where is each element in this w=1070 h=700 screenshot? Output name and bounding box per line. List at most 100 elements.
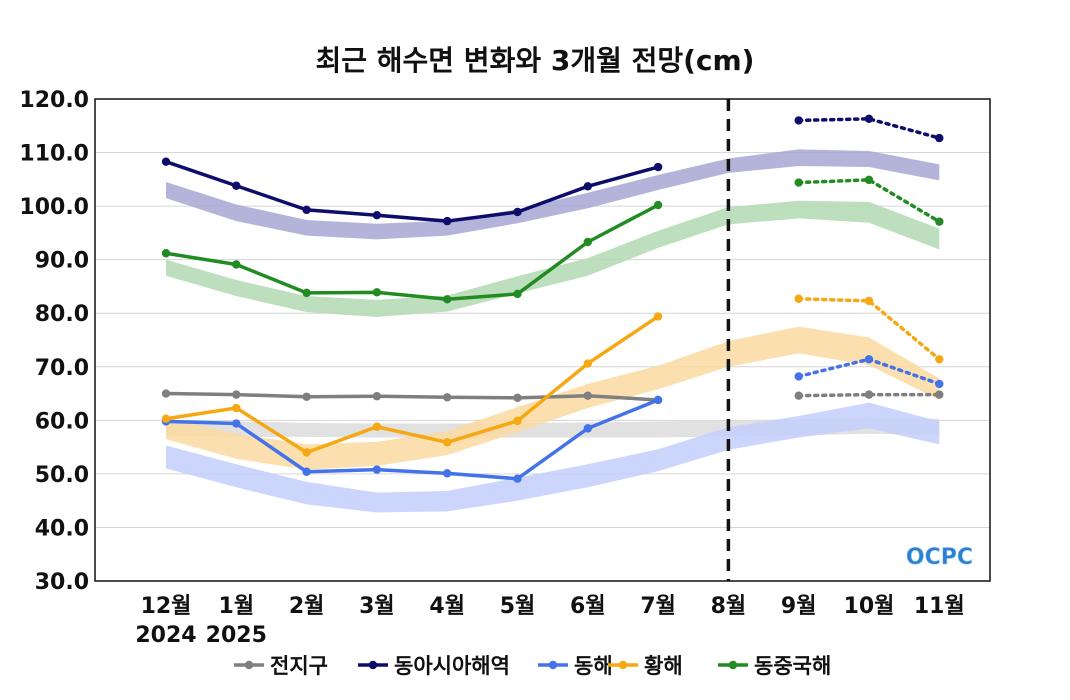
- y-tick-label: 100.0: [19, 195, 89, 220]
- observed-line: [165, 398, 659, 481]
- legend-label: 전지구: [270, 654, 328, 678]
- forecast-point: [794, 178, 803, 187]
- forecast-point: [794, 372, 803, 381]
- legend-marker: [368, 660, 378, 670]
- ocpc-logo-text: OCPC: [906, 545, 973, 570]
- y-tick-label: 60.0: [35, 409, 89, 434]
- y-tick-label: 50.0: [35, 463, 89, 488]
- x-tick-label: 1월: [219, 594, 255, 619]
- observed-point: [443, 393, 452, 402]
- observed-point: [443, 469, 452, 478]
- x-axis-ticks: 12월 1월 2월 3월 4월 5월 6월 7월 8월 9월 10월 11월 2024 2025: [135, 594, 964, 648]
- forecast-point: [864, 114, 874, 124]
- y-tick-label: 70.0: [35, 356, 89, 381]
- observed-point: [372, 288, 382, 297]
- observed-point: [583, 424, 592, 433]
- legend-label: 황해: [644, 654, 683, 678]
- observed-line: [165, 203, 659, 302]
- x-tick-label: 11월: [914, 594, 965, 619]
- observed-point: [513, 474, 522, 483]
- observed-point: [302, 448, 311, 457]
- observed-point: [653, 312, 663, 321]
- observed-point: [302, 205, 311, 215]
- observed-point: [583, 359, 592, 368]
- legend-marker: [244, 660, 254, 670]
- x-tick-label: 12월: [141, 594, 192, 619]
- observed-point: [161, 249, 171, 258]
- observed-point: [232, 390, 241, 399]
- observed-point: [372, 211, 382, 220]
- y-tick-label: 30.0: [35, 570, 89, 595]
- observed-point: [302, 288, 311, 298]
- legend-label: 동아시아해역: [394, 654, 510, 678]
- observed-point: [232, 260, 241, 269]
- observed-point: [372, 465, 382, 474]
- observed-point: [513, 207, 522, 217]
- chart-title: 최근 해수면 변화와 3개월 전망(cm): [316, 44, 755, 77]
- forecast-point: [935, 355, 944, 364]
- forecast-point: [794, 294, 803, 303]
- observed-point: [513, 393, 522, 403]
- forecast-band: [166, 149, 940, 240]
- forecast-point: [864, 355, 874, 364]
- legend: 전지구 동아시아해역 동해 황해 동중국해: [234, 654, 831, 678]
- x-tick-label: 3월: [359, 594, 395, 619]
- observed-point: [302, 467, 311, 476]
- x-tick-label: 5월: [500, 594, 536, 619]
- forecast-point: [935, 133, 944, 143]
- legend-marker: [548, 660, 558, 670]
- plot-frame: [94, 98, 991, 582]
- forecast-point: [935, 379, 944, 389]
- series-points: [161, 114, 944, 483]
- forecast-point: [794, 116, 803, 125]
- observed-point: [653, 395, 663, 405]
- observed-point: [443, 216, 452, 226]
- y-tick-label: 110.0: [19, 142, 89, 167]
- observed-point: [443, 295, 452, 304]
- x-tick-label: 10월: [844, 594, 895, 619]
- x-tick-label: 7월: [640, 594, 676, 619]
- observed-point: [513, 289, 522, 299]
- observed-point: [653, 200, 663, 210]
- forecast-band: [166, 402, 940, 513]
- forecast-bands: [166, 149, 940, 513]
- x-year-label: 2025: [206, 623, 267, 648]
- observed-point: [372, 422, 382, 431]
- observed-point: [583, 391, 592, 400]
- y-tick-label: 90.0: [35, 249, 89, 274]
- ocpc-logo: OCPC: [906, 545, 974, 571]
- legend-label: 동해: [574, 654, 613, 678]
- observed-point: [302, 392, 311, 401]
- observed-point: [653, 162, 663, 172]
- legend-marker: [618, 660, 628, 670]
- observed-line: [165, 314, 660, 455]
- forecast-point: [794, 391, 803, 400]
- forecast-band: [166, 200, 940, 317]
- observed-point: [443, 438, 452, 447]
- series-lines: [165, 117, 942, 481]
- x-tick-label: 4월: [429, 594, 465, 619]
- y-tick-label: 120.0: [19, 88, 89, 113]
- observed-point: [583, 237, 592, 247]
- observed-point: [161, 157, 171, 166]
- forecast-point: [864, 390, 874, 399]
- legend-marker: [728, 660, 738, 670]
- observed-point: [513, 416, 522, 426]
- forecast-point: [935, 217, 944, 226]
- legend-label: 동중국해: [754, 654, 831, 678]
- x-tick-label: 8월: [711, 594, 747, 619]
- observed-point: [161, 389, 171, 398]
- forecast-point: [864, 175, 874, 185]
- x-tick-label: 6월: [570, 594, 606, 619]
- forecast-point: [864, 296, 874, 306]
- x-tick-label: 2월: [289, 594, 325, 619]
- y-axis-ticks: 30.0 40.0 50.0 60.0 70.0 80.0 90.0 100.0 110.0 12…: [19, 88, 89, 595]
- observed-line: [165, 391, 659, 402]
- y-tick-label: 80.0: [35, 302, 89, 327]
- observed-line: [165, 160, 659, 223]
- observed-point: [232, 403, 241, 413]
- observed-point: [232, 419, 241, 428]
- x-year-label: 2024: [135, 623, 196, 648]
- observed-point: [372, 392, 382, 401]
